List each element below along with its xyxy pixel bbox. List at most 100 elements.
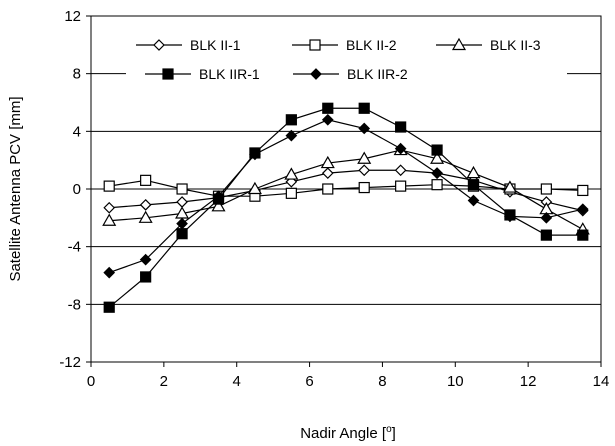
series-line xyxy=(109,119,583,274)
series-line xyxy=(109,149,584,230)
data-point-diamond xyxy=(431,167,443,179)
data-point-square xyxy=(140,271,152,283)
data-point-triangle xyxy=(466,165,481,179)
x-tick-label: 14 xyxy=(593,373,610,390)
data-point-diamond xyxy=(394,164,407,177)
data-point-diamond xyxy=(212,190,225,203)
data-point-diamond xyxy=(540,211,553,224)
legend: BLK II-1 BLK II-2 BLK II-3 BLK IIR-1 BLK IIR… xyxy=(136,37,541,82)
legend-item: BLK II-2 xyxy=(292,37,397,53)
data-point-triangle xyxy=(247,181,262,195)
data-point-square xyxy=(431,179,443,191)
x-tick-label: 10 xyxy=(447,373,464,390)
series-blk-ii-3 xyxy=(102,142,590,235)
y-tick-label: -8 xyxy=(68,296,81,313)
x-tick-label: 2 xyxy=(160,373,168,390)
legend-label: BLK IIR-2 xyxy=(347,66,408,82)
y-tick-label: 4 xyxy=(73,123,81,140)
data-point-square xyxy=(540,183,552,195)
series-line xyxy=(108,107,583,308)
series-group xyxy=(102,102,590,313)
x-tick-label: 4 xyxy=(233,373,241,390)
data-point-diamond xyxy=(249,148,261,161)
data-point-square xyxy=(285,187,297,199)
x-axis-title-main: Nadir Angle [ xyxy=(300,425,387,442)
x-axis-title-degree: o xyxy=(386,424,392,435)
data-point-triangle xyxy=(320,155,335,169)
y-tick-label: -12 xyxy=(59,354,81,371)
data-point-square xyxy=(540,229,552,241)
series-blk-iir-1 xyxy=(103,102,589,313)
y-tick-label: 12 xyxy=(64,8,81,25)
y-axis-title: Satellite Antenna PCV [mm] xyxy=(7,96,24,281)
data-point-diamond xyxy=(139,253,152,266)
data-point-square xyxy=(467,179,480,191)
y-tick-label: -4 xyxy=(68,239,81,256)
data-point-diamond xyxy=(467,194,480,207)
legend-label: BLK IIR-1 xyxy=(199,66,260,82)
data-point-square xyxy=(309,39,321,51)
legend-item: BLK IIR-2 xyxy=(293,66,408,82)
legend-item: BLK II-3 xyxy=(436,37,541,53)
x-axis-title-suffix: ] xyxy=(392,425,396,442)
data-point-square xyxy=(322,183,334,195)
data-point-square xyxy=(140,174,152,186)
data-point-triangle xyxy=(451,37,467,51)
data-point-triangle xyxy=(357,151,372,164)
data-point-diamond xyxy=(504,210,516,223)
data-point-triangle xyxy=(138,210,153,223)
data-point-square xyxy=(395,180,407,192)
data-point-square xyxy=(162,68,174,80)
axes xyxy=(86,15,602,367)
data-point-diamond xyxy=(576,203,589,216)
data-point-diamond xyxy=(321,113,334,126)
data-point-diamond xyxy=(153,39,165,51)
data-point-triangle xyxy=(211,199,226,212)
data-point-triangle xyxy=(284,167,299,180)
data-point-square xyxy=(285,114,297,126)
x-tick-label: 0 xyxy=(87,373,95,390)
data-point-triangle xyxy=(102,213,117,226)
data-point-diamond xyxy=(321,167,334,179)
legend-item: BLK IIR-1 xyxy=(145,66,260,82)
series-line xyxy=(109,179,583,197)
data-point-diamond xyxy=(176,196,188,208)
y-tick-label: 0 xyxy=(73,181,81,198)
tick-labels: 0 2 4 6 8 10 12 14 -12 -8 -4 0 4 8 12 xyxy=(59,8,609,390)
x-tick-label: 6 xyxy=(305,373,313,390)
data-point-square xyxy=(577,184,589,197)
data-point-square xyxy=(395,121,407,133)
data-point-square xyxy=(103,180,115,192)
data-point-diamond xyxy=(103,266,116,279)
data-point-diamond xyxy=(394,142,407,155)
legend-label: BLK II-1 xyxy=(190,37,241,53)
x-axis-title: Nadir Angle [o] xyxy=(300,424,396,442)
legend-label: BLK II-2 xyxy=(346,37,397,53)
data-point-square xyxy=(322,102,334,114)
series-line xyxy=(109,169,583,212)
data-point-square xyxy=(176,228,188,240)
data-point-diamond xyxy=(176,217,188,230)
legend-label: BLK II-3 xyxy=(490,37,541,53)
data-point-square xyxy=(358,181,370,194)
grid-lines xyxy=(91,73,601,305)
data-point-diamond xyxy=(358,164,371,177)
data-point-diamond xyxy=(358,122,371,135)
series-blk-ii-2 xyxy=(103,174,589,202)
data-point-square xyxy=(176,183,188,195)
series-blk-iir-2 xyxy=(103,113,589,279)
data-point-square xyxy=(103,301,115,313)
data-point-diamond xyxy=(310,68,322,80)
data-point-square xyxy=(358,102,370,114)
x-tick-label: 8 xyxy=(378,373,386,390)
data-point-square xyxy=(577,229,589,241)
legend-item: BLK II-1 xyxy=(136,37,241,53)
data-point-triangle xyxy=(430,151,445,164)
data-point-triangle xyxy=(502,180,517,193)
data-point-square xyxy=(431,144,443,156)
data-point-diamond xyxy=(285,129,298,142)
data-point-diamond xyxy=(103,201,116,214)
y-tick-label: 8 xyxy=(73,66,81,83)
data-point-diamond xyxy=(139,199,152,211)
